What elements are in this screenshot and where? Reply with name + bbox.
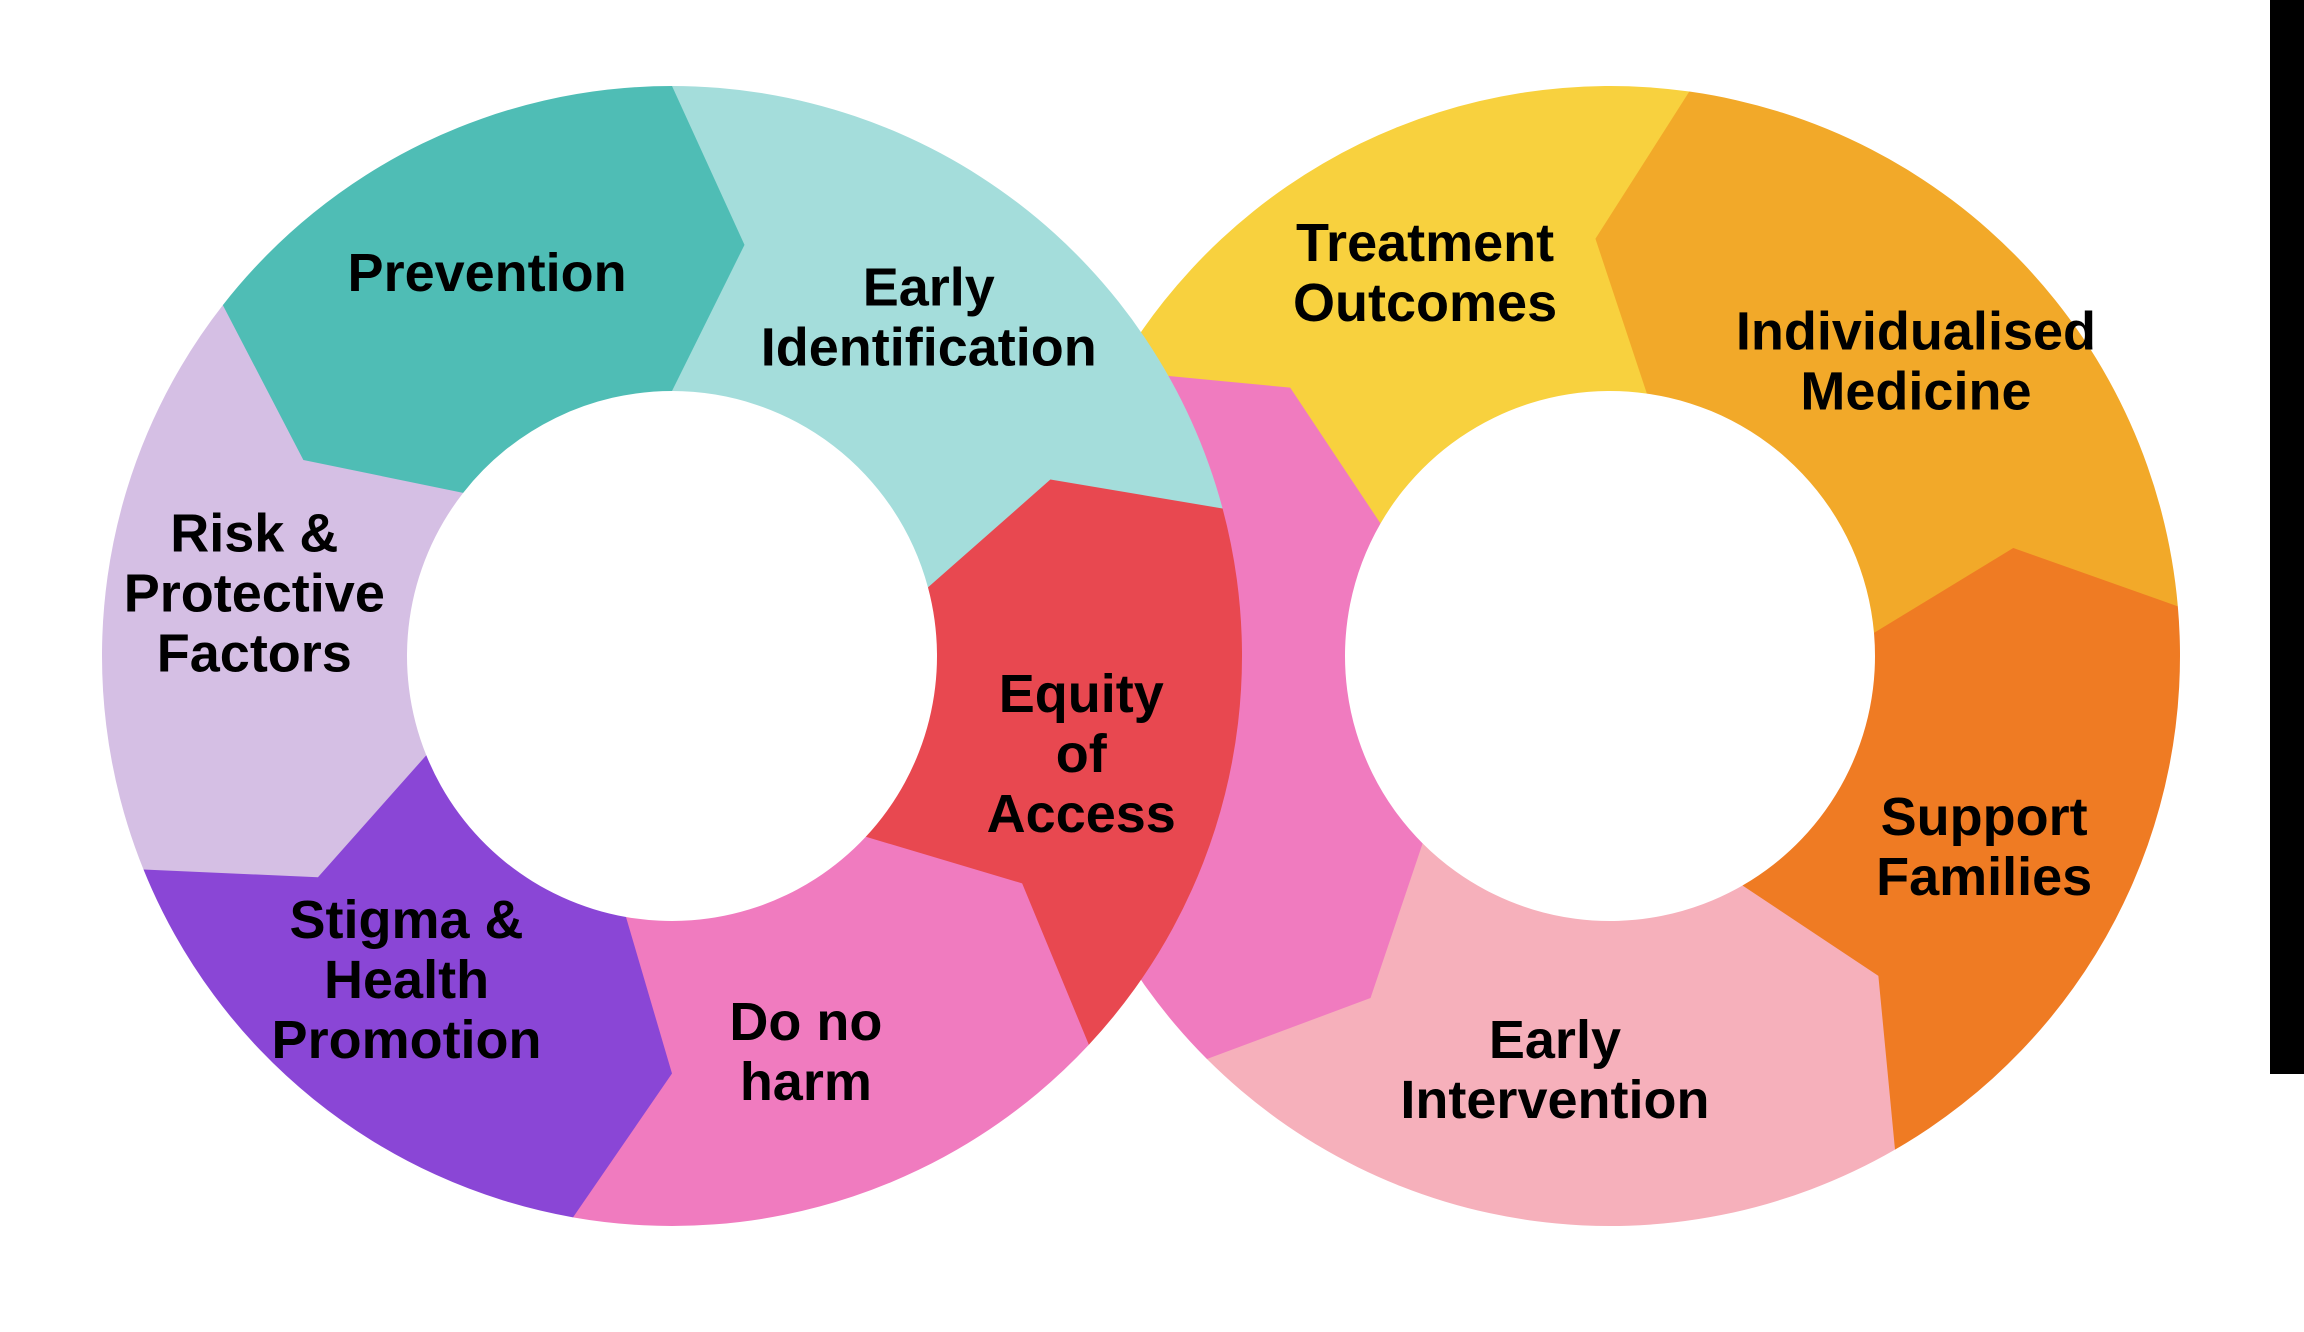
right_ring-hole bbox=[1347, 393, 1873, 919]
left_ring-segment-2-label: Do noharm bbox=[729, 992, 882, 1112]
left_ring-hole bbox=[409, 393, 935, 919]
left_ring: EarlyIdentificationEquityofAccessDo noha… bbox=[102, 86, 1242, 1226]
left_ring-segment-5-label: Prevention bbox=[348, 243, 627, 303]
right_ring-segment-2-label: SupportFamilies bbox=[1876, 787, 2092, 907]
right_ring-segment-0-label: TreatmentOutcomes bbox=[1293, 213, 1557, 333]
right-edge-bar bbox=[2270, 0, 2304, 1074]
